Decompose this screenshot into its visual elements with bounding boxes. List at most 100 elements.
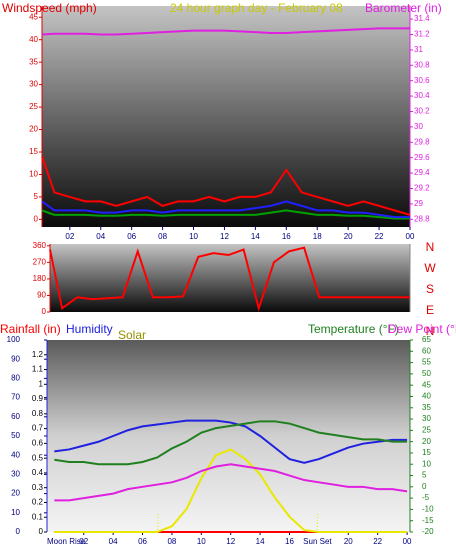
y-tick-label: 50	[11, 431, 20, 440]
y2-tick-label: 60	[422, 346, 431, 355]
y2-tick-label: 29	[414, 199, 423, 208]
x-tick-label: 08	[158, 232, 167, 241]
y2-tick-label: 25	[422, 425, 431, 434]
series-label: Solar	[118, 328, 146, 342]
y3-tick-label: 0.5	[32, 453, 44, 462]
y-tick-label: 90	[11, 354, 20, 363]
y3-tick-label: 0.3	[32, 483, 44, 492]
x-tick-label: 04	[96, 232, 105, 241]
y3-tick-label: 0.7	[32, 424, 44, 433]
x-tick-label: 06	[138, 537, 147, 546]
plot-area	[42, 6, 410, 227]
x-tick-label: 04	[109, 537, 118, 546]
y-tick-label: 30	[29, 80, 38, 89]
y2-tick-label: -20	[422, 527, 434, 536]
annotation: Moon Rise	[47, 537, 86, 546]
direction-label: S	[426, 282, 434, 296]
series-line	[41, 27, 410, 36]
y2-tick-label: 65	[422, 335, 431, 344]
y-tick-label: 25	[29, 102, 38, 111]
y2-tick-label: 28.8	[414, 214, 430, 223]
x-tick-label: 02	[79, 537, 88, 546]
y-tick-label: 100	[7, 335, 21, 344]
series-line	[49, 246, 410, 312]
y3-tick-label: 0.4	[32, 468, 44, 477]
y2-tick-label: 30	[414, 122, 423, 131]
y2-tick-label: 30.4	[414, 91, 430, 100]
y2-tick-label: -15	[422, 516, 434, 525]
y-tick-label: 45	[29, 12, 38, 21]
series-label: Temperature (°F)	[308, 322, 399, 336]
y-axis-label: Windspeed (mph)	[2, 1, 97, 15]
y2-tick-label: 30	[422, 414, 431, 423]
y-tick-label: 20	[11, 489, 20, 498]
y-tick-label: 10	[29, 170, 38, 179]
x-tick-label: 10	[189, 232, 198, 241]
y2-tick-label: 40	[422, 392, 431, 401]
y-tick-label: 80	[11, 374, 20, 383]
y2-axis-label: Barometer (in)	[365, 1, 442, 15]
direction-label: E	[426, 303, 434, 317]
y3-tick-label: 0.1	[32, 512, 44, 521]
y2-tick-label: 30.6	[414, 76, 430, 85]
x-tick-label: 14	[251, 232, 260, 241]
y2-tick-label: 55	[422, 358, 431, 367]
y-tick-label: 0	[42, 307, 47, 316]
x-tick-label: 00	[406, 232, 415, 241]
y-tick-label: 10	[11, 508, 20, 517]
y2-tick-label: 20	[422, 437, 431, 446]
x-tick-label: 18	[313, 232, 322, 241]
y2-tick-label: 30.8	[414, 60, 430, 69]
y3-tick-label: 1.2	[32, 350, 44, 359]
y-tick-label: 20	[29, 125, 38, 134]
x-tick-label: 22	[375, 232, 384, 241]
y2-tick-label: 30.2	[414, 107, 430, 116]
y-tick-label: 0	[34, 214, 39, 223]
y3-tick-label: 0.2	[32, 498, 44, 507]
y2-tick-label: -10	[422, 505, 434, 514]
x-tick-label: 16	[282, 232, 291, 241]
y3-tick-label: 0.9	[32, 394, 44, 403]
y2-tick-label: 45	[422, 380, 431, 389]
y2-tick-label: 50	[422, 369, 431, 378]
direction-label: N	[426, 240, 435, 254]
direction-label: W	[424, 261, 436, 275]
series-line	[41, 209, 410, 220]
x-tick-label: 08	[167, 537, 176, 546]
y-tick-label: 70	[11, 393, 20, 402]
x-tick-label: 22	[373, 537, 382, 546]
y2-tick-label: 29.4	[414, 168, 430, 177]
y2-tick-label: 31.2	[414, 30, 430, 39]
y-tick-label: 40	[11, 450, 20, 459]
series-line	[54, 463, 408, 502]
series-line	[54, 420, 408, 466]
y3-tick-label: 1.1	[32, 365, 44, 374]
x-tick-label: 00	[403, 537, 412, 546]
x-tick-label: 20	[344, 537, 353, 546]
y2-tick-label: 31.4	[414, 14, 430, 23]
y2-tick-label: 31	[414, 45, 423, 54]
y3-tick-label: 0	[39, 527, 44, 536]
series-label: Dew Point (°F)	[388, 322, 456, 336]
y2-tick-label: -5	[422, 493, 430, 502]
x-tick-label: 14	[256, 537, 265, 546]
series-line	[54, 419, 408, 464]
y2-tick-label: 29.8	[414, 137, 430, 146]
y-tick-label: 30	[11, 470, 20, 479]
series-label: Rainfall (in)	[0, 322, 61, 336]
series-line	[41, 200, 410, 219]
y-tick-label: 15	[29, 147, 38, 156]
y2-tick-label: 29.6	[414, 153, 430, 162]
annotation: Sun Set	[303, 537, 332, 546]
y2-tick-label: 29.2	[414, 184, 430, 193]
series-line	[41, 156, 411, 216]
y2-tick-label: 0	[422, 482, 427, 491]
y3-tick-label: 1	[39, 379, 44, 388]
y3-tick-label: 0.8	[32, 409, 44, 418]
y-tick-label: 60	[11, 412, 20, 421]
x-tick-label: 16	[285, 537, 294, 546]
y-tick-label: 180	[33, 274, 47, 283]
x-tick-label: 10	[197, 537, 206, 546]
y3-tick-label: 0.6	[32, 438, 44, 447]
